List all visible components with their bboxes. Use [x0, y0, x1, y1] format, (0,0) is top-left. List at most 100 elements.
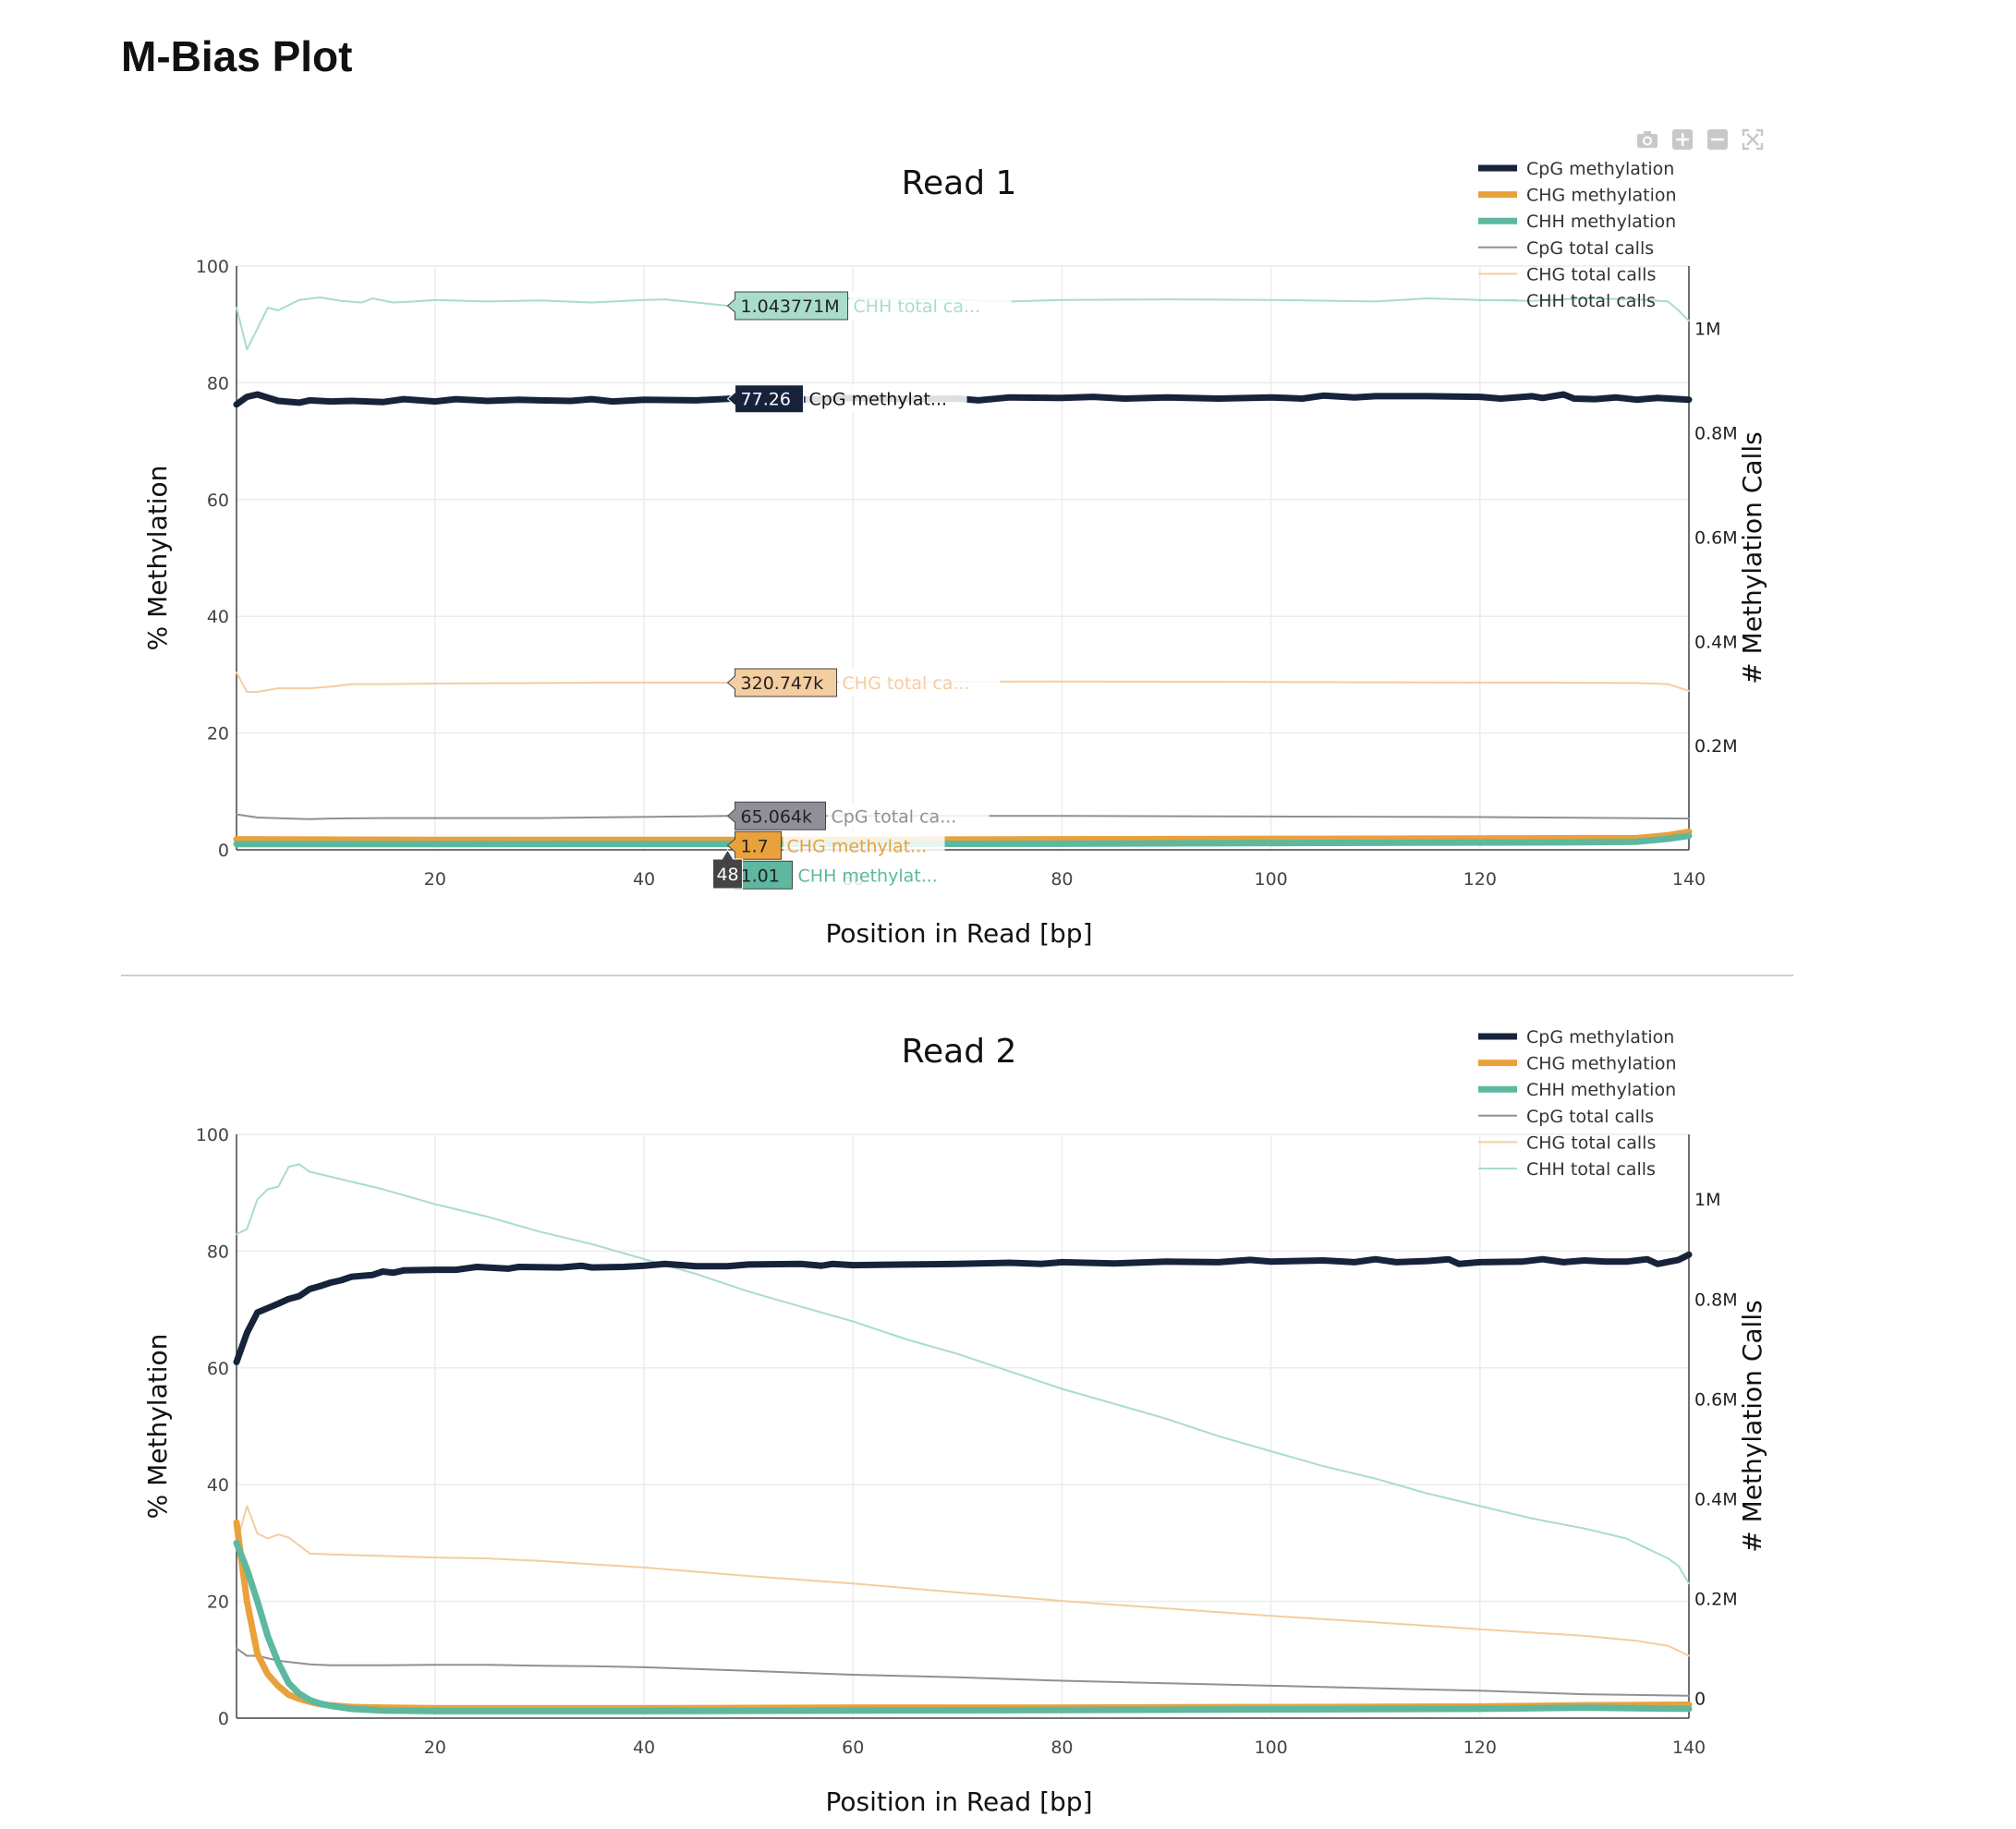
series-line-cpg-total-calls	[236, 813, 1690, 820]
hover-series-name: CHH total ca...	[854, 297, 981, 317]
x-tick-label: 140	[1672, 869, 1706, 890]
zoom-out-icon[interactable]	[1706, 127, 1730, 151]
x-tick-label: 100	[1254, 1738, 1287, 1758]
y-tick-label: 20	[207, 1593, 229, 1613]
y-tick-label: 20	[207, 724, 229, 745]
y2-tick-label: 0.2M	[1694, 1589, 1738, 1609]
x-tick-label: 140	[1672, 1738, 1706, 1758]
series-line-chg-total-calls	[236, 1505, 1690, 1657]
hover-label-cpg-total-calls: 65.064k CpG total ca...	[726, 801, 990, 830]
hover-value-box	[726, 801, 827, 830]
hover-value-box	[726, 830, 783, 860]
legend-label-chh-methylation: CHH methylation	[1526, 212, 1676, 232]
hover-series-name: CHH methylat...	[798, 866, 938, 886]
read2-chart: Read 2 20 40 60 80 100 120 140 0 20 40 60 80 100 0 0.2M…	[142, 1027, 1767, 1817]
x-tick-label: 120	[1463, 869, 1497, 890]
hover-value-box	[726, 291, 849, 321]
x-tick-label: 20	[424, 1738, 446, 1758]
hover-label-chg-total-calls: 320.747k CHG total ca...	[726, 668, 1001, 697]
hover-value-box	[726, 384, 805, 414]
y-tick-label: 100	[196, 1125, 229, 1145]
hover-name-bg	[783, 831, 945, 860]
hover-name-bg	[849, 292, 1012, 321]
hover-value-box	[726, 668, 838, 697]
legend-label-chh-methylation: CHH methylation	[1526, 1080, 1676, 1100]
y-tick-label: 60	[207, 491, 229, 511]
legend-label-chh-total-calls: CHH total calls	[1526, 291, 1656, 311]
page-title: M-Bias Plot	[121, 32, 353, 80]
y-tick-label: 0	[218, 1709, 229, 1729]
chart-title: Read 2	[902, 1033, 1017, 1071]
legend-label-chg-total-calls: CHG total calls	[1526, 264, 1656, 285]
series-line-chh-methylation	[233, 1539, 1693, 1714]
hover-name-bg	[805, 384, 967, 413]
hover-value: 1.043771M	[741, 297, 840, 317]
x-tick-label: 80	[1051, 1738, 1073, 1758]
hover-value: 77.26	[741, 390, 791, 410]
hover-x-value: 48	[716, 865, 738, 885]
legend-label-chg-methylation: CHG methylation	[1526, 186, 1677, 206]
y-tick-label: 100	[196, 257, 229, 277]
hover-value: 320.747k	[741, 673, 824, 694]
series-line-cpg-methylation	[233, 1251, 1693, 1365]
y-tick-label: 80	[207, 373, 229, 394]
x-tick-label: 80	[1051, 869, 1073, 890]
series-line-chg-methylation	[233, 1519, 1693, 1712]
autoscale-icon[interactable]	[1741, 127, 1765, 151]
legend-label-cpg-methylation: CpG methylation	[1526, 159, 1674, 179]
zoom-in-icon[interactable]	[1670, 127, 1694, 151]
y2-tick-label: 0.6M	[1694, 527, 1738, 548]
hover-value: 1.01	[741, 866, 780, 886]
read1-chart: Read 1204060801001201400204060801000.2M0…	[142, 159, 1767, 949]
y2-tick-label: 0.6M	[1694, 1389, 1738, 1410]
legend-label-chh-total-calls: CHH total calls	[1526, 1159, 1656, 1180]
y2-tick-label: 0.8M	[1694, 1290, 1738, 1310]
x-tick-label: 40	[633, 1738, 655, 1758]
hover-value: 1.7	[741, 836, 769, 856]
y2-tick-label: 0.8M	[1694, 424, 1738, 444]
chart-title: Read 1	[902, 164, 1017, 202]
legend-label-chg-methylation: CHG methylation	[1526, 1054, 1677, 1074]
legend-label-chg-total-calls: CHG total calls	[1526, 1133, 1656, 1153]
x-axis-label: Position in Read [bp]	[826, 918, 1093, 949]
x-tick-label: 60	[842, 1738, 864, 1758]
series-line-chh-methylation	[233, 832, 1693, 848]
legend-label-cpg-total-calls: CpG total calls	[1526, 238, 1654, 259]
y-tick-label: 0	[218, 841, 229, 861]
x-tick-label: 20	[424, 869, 446, 890]
series-line-chg-total-calls	[236, 672, 1690, 693]
hover-label-chh-methylation: 1.01 CHH methylat...	[726, 860, 956, 890]
hover-label-chh-total-calls: 1.043771M CHH total ca...	[726, 291, 1012, 321]
y-tick-label: 40	[207, 1475, 229, 1496]
y2-tick-label: 1M	[1694, 320, 1720, 340]
hover-x-label: 48	[712, 849, 744, 890]
hover-series-name: CHG methylat...	[787, 836, 928, 856]
hover-name-bg	[838, 669, 1001, 697]
y-axis-label: % Methylation	[142, 466, 173, 651]
series-line-chg-methylation	[233, 828, 1693, 843]
x-tick-label: 120	[1463, 1738, 1497, 1758]
x-axis-label: Position in Read [bp]	[826, 1787, 1093, 1817]
hover-series-name: CpG methylat...	[809, 390, 948, 410]
series-line-chh-total-calls	[236, 1163, 1690, 1585]
y2-axis-label: # Methylation Calls	[1737, 431, 1767, 684]
plot-modebar	[1635, 127, 1765, 151]
hover-series-name: CpG total ca...	[832, 806, 957, 827]
hover-name-bg	[827, 802, 990, 830]
hover-value: 65.064k	[741, 806, 812, 827]
y-axis-label: % Methylation	[142, 1334, 173, 1520]
y2-axis-label: # Methylation Calls	[1737, 1300, 1767, 1552]
legend-label-cpg-total-calls: CpG total calls	[1526, 1107, 1654, 1127]
x-tick-label: 40	[633, 869, 655, 890]
legend-label-cpg-methylation: CpG methylation	[1526, 1027, 1674, 1048]
hover-name-bg	[794, 861, 956, 890]
y2-tick-label: 0.2M	[1694, 736, 1738, 757]
series-line-cpg-total-calls	[236, 1647, 1690, 1697]
y2-tick-label: 0.4M	[1694, 632, 1738, 652]
y-tick-label: 60	[207, 1359, 229, 1379]
camera-icon[interactable]	[1635, 127, 1659, 151]
y-tick-label: 40	[207, 607, 229, 627]
hover-label-chg-methylation: 1.7 CHG methylat...	[726, 830, 945, 860]
hover-series-name: CHG total ca...	[843, 673, 970, 694]
y2-tick-label: 0	[1694, 1689, 1706, 1709]
